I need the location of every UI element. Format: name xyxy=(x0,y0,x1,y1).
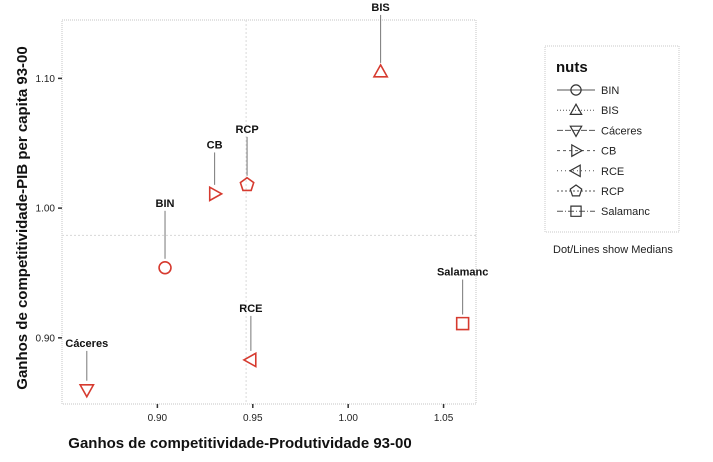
legend-marker xyxy=(569,184,583,197)
data-point-rce: RCE xyxy=(239,303,262,368)
point-label: BIS xyxy=(371,2,389,14)
legend-label: Cáceres xyxy=(601,125,642,137)
data-point-cb: CB xyxy=(207,139,224,202)
legend-marker xyxy=(569,125,583,138)
point-marker xyxy=(372,63,389,78)
medians-note: Dot/Lines show Medians xyxy=(553,244,673,256)
legend-label: RCP xyxy=(601,186,624,198)
point-label: RCE xyxy=(239,303,262,315)
legend-entry: Cáceres xyxy=(557,125,642,138)
y-axis-title: Ganhos de competitividade-PIB per capita… xyxy=(14,46,31,389)
point-marker xyxy=(242,351,257,368)
legend-entry: BIN xyxy=(557,84,619,97)
y-tick-label: 0.90 xyxy=(36,333,56,344)
x-tick-label: 0.95 xyxy=(243,413,263,424)
point-label: CB xyxy=(207,139,223,151)
data-points: BIN BIS Cáceres CB RCE RCP Salamanc xyxy=(65,2,488,399)
legend-entry: Salamanc xyxy=(557,205,650,218)
legend-entry: CB xyxy=(557,143,616,158)
point-label: BIN xyxy=(156,198,175,210)
legend-marker xyxy=(569,102,583,115)
legend: nuts BIN BIS Cáceres CB RCE RCP Salamanc xyxy=(544,45,680,233)
legend-entry: BIS xyxy=(557,102,619,117)
legend-label: CB xyxy=(601,146,616,158)
legend-entry: RCP xyxy=(557,184,624,198)
plot-area xyxy=(61,19,477,405)
point-marker xyxy=(208,185,224,202)
x-axis-ticks: 0.90 0.95 1.00 1.05 xyxy=(148,404,454,424)
legend-marker xyxy=(570,205,582,217)
y-tick-label: 1.00 xyxy=(36,204,56,215)
legend-entry: RCE xyxy=(557,164,624,178)
point-label: Salamanc xyxy=(437,267,488,279)
y-axis-ticks: 0.90 1.00 1.10 xyxy=(36,74,62,344)
point-label: RCP xyxy=(235,124,258,136)
median-lines xyxy=(62,20,476,404)
plot-frame xyxy=(61,19,477,405)
legend-marker xyxy=(568,164,581,178)
x-axis-title: Ganhos de competitividade-Produtividade … xyxy=(68,435,411,452)
data-point-bin: BIN xyxy=(156,198,175,275)
legend-marker xyxy=(570,84,582,96)
legend-label: RCE xyxy=(601,166,624,178)
data-point-salamanc: Salamanc xyxy=(437,267,488,331)
point-marker xyxy=(78,384,95,399)
legend-title: nuts xyxy=(556,59,588,76)
point-label: Cáceres xyxy=(65,338,108,350)
legend-label: BIS xyxy=(601,105,619,117)
point-marker xyxy=(158,261,172,275)
point-marker xyxy=(455,316,470,331)
x-tick-label: 0.90 xyxy=(148,413,168,424)
data-point-c-ceres: Cáceres xyxy=(65,338,108,399)
legend-label: Salamanc xyxy=(601,206,650,218)
y-tick-label: 1.10 xyxy=(36,74,56,85)
point-marker xyxy=(239,176,255,192)
x-tick-label: 1.05 xyxy=(434,413,454,424)
data-point-rcp: RCP xyxy=(235,124,259,192)
data-point-bis: BIS xyxy=(371,2,390,78)
x-tick-label: 1.00 xyxy=(338,413,358,424)
legend-label: BIN xyxy=(601,85,619,97)
legend-box xyxy=(544,45,680,233)
legend-marker xyxy=(571,143,584,158)
